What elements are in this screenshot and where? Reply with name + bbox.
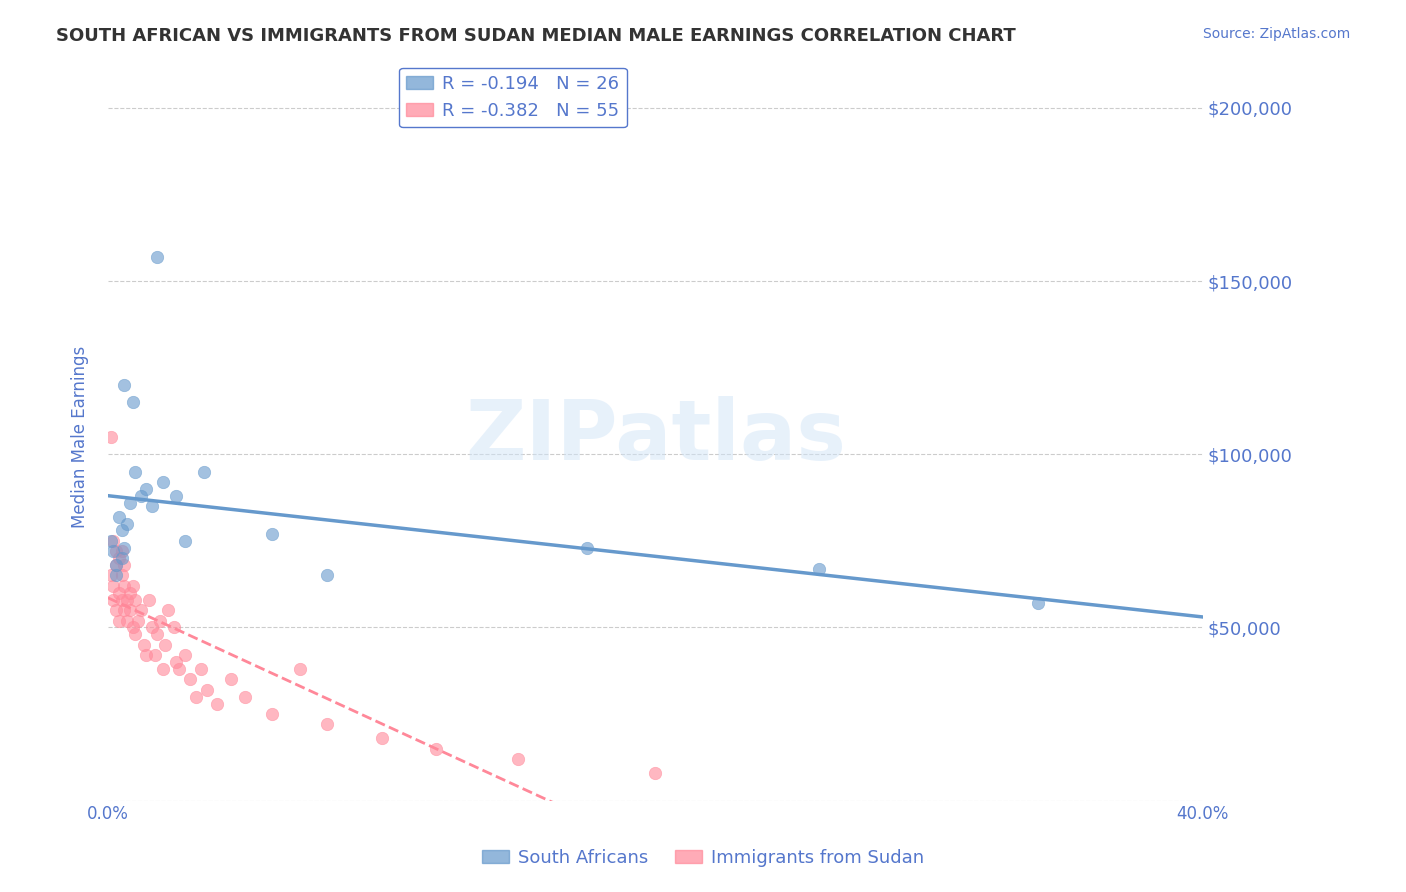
Point (149, 614, 172, 628)
Y-axis label: Median Male Earnings: Median Male Earnings (72, 346, 89, 528)
Point (115, 614, 138, 628)
Point (135, 648, 157, 662)
Point (173, 648, 195, 662)
Point (118, 496, 141, 510)
Point (644, 765, 666, 780)
Point (179, 673, 201, 687)
Point (233, 690, 256, 704)
Point (167, 662, 190, 676)
Point (112, 541, 135, 555)
Point (124, 627, 146, 641)
Point (108, 509, 131, 524)
Point (112, 603, 135, 617)
Point (370, 731, 392, 746)
Point (115, 516, 138, 531)
Point (152, 475, 174, 489)
Point (575, 541, 598, 555)
Point (115, 592, 138, 607)
Point (195, 682, 218, 697)
Point (165, 655, 187, 669)
Point (105, 558, 128, 573)
Point (100, 430, 122, 444)
Point (508, 752, 530, 766)
Point (100, 568, 122, 582)
Point (157, 603, 180, 617)
Point (111, 568, 134, 582)
Point (155, 638, 177, 652)
Point (146, 250, 169, 264)
Point (105, 558, 128, 573)
Point (103, 592, 125, 607)
Point (112, 579, 135, 593)
Point (173, 533, 195, 548)
Point (129, 489, 152, 503)
Point (163, 620, 186, 634)
Point (112, 558, 135, 573)
Point (111, 592, 134, 607)
Point (184, 690, 207, 704)
Point (111, 544, 134, 558)
Point (127, 614, 149, 628)
Point (124, 592, 146, 607)
Point (129, 603, 152, 617)
Legend: South Africans, Immigrants from Sudan: South Africans, Immigrants from Sudan (474, 842, 932, 874)
Point (132, 638, 155, 652)
Point (105, 544, 128, 558)
Point (193, 465, 215, 479)
Point (1028, 596, 1050, 610)
Point (135, 482, 157, 496)
Point (118, 603, 141, 617)
Point (190, 662, 212, 676)
Point (425, 741, 447, 756)
Point (143, 648, 166, 662)
Point (165, 489, 187, 503)
Point (103, 544, 125, 558)
Point (121, 579, 143, 593)
Point (100, 533, 122, 548)
Point (108, 551, 131, 566)
Point (288, 662, 311, 676)
Point (138, 592, 160, 607)
Point (108, 586, 131, 600)
Text: Source: ZipAtlas.com: Source: ZipAtlas.com (1202, 27, 1350, 41)
Point (105, 568, 128, 582)
Point (118, 586, 141, 600)
Point (121, 620, 143, 634)
Point (111, 551, 134, 566)
Point (103, 533, 125, 548)
Point (316, 568, 339, 582)
Point (141, 499, 163, 513)
Point (262, 706, 284, 721)
Legend: R = -0.194   N = 26, R = -0.382   N = 55: R = -0.194 N = 26, R = -0.382 N = 55 (399, 68, 627, 128)
Point (219, 673, 242, 687)
Point (146, 627, 169, 641)
Point (316, 717, 339, 731)
Point (112, 378, 135, 392)
Point (124, 465, 146, 479)
Point (207, 697, 229, 711)
Point (141, 620, 163, 634)
Point (105, 603, 128, 617)
Point (808, 561, 831, 575)
Point (262, 527, 284, 541)
Point (111, 524, 134, 538)
Point (108, 614, 131, 628)
Point (121, 395, 143, 409)
Point (103, 579, 125, 593)
Text: SOUTH AFRICAN VS IMMIGRANTS FROM SUDAN MEDIAN MALE EARNINGS CORRELATION CHART: SOUTH AFRICAN VS IMMIGRANTS FROM SUDAN M… (56, 27, 1017, 45)
Point (152, 662, 174, 676)
Text: ZIPatlas: ZIPatlas (465, 396, 846, 477)
